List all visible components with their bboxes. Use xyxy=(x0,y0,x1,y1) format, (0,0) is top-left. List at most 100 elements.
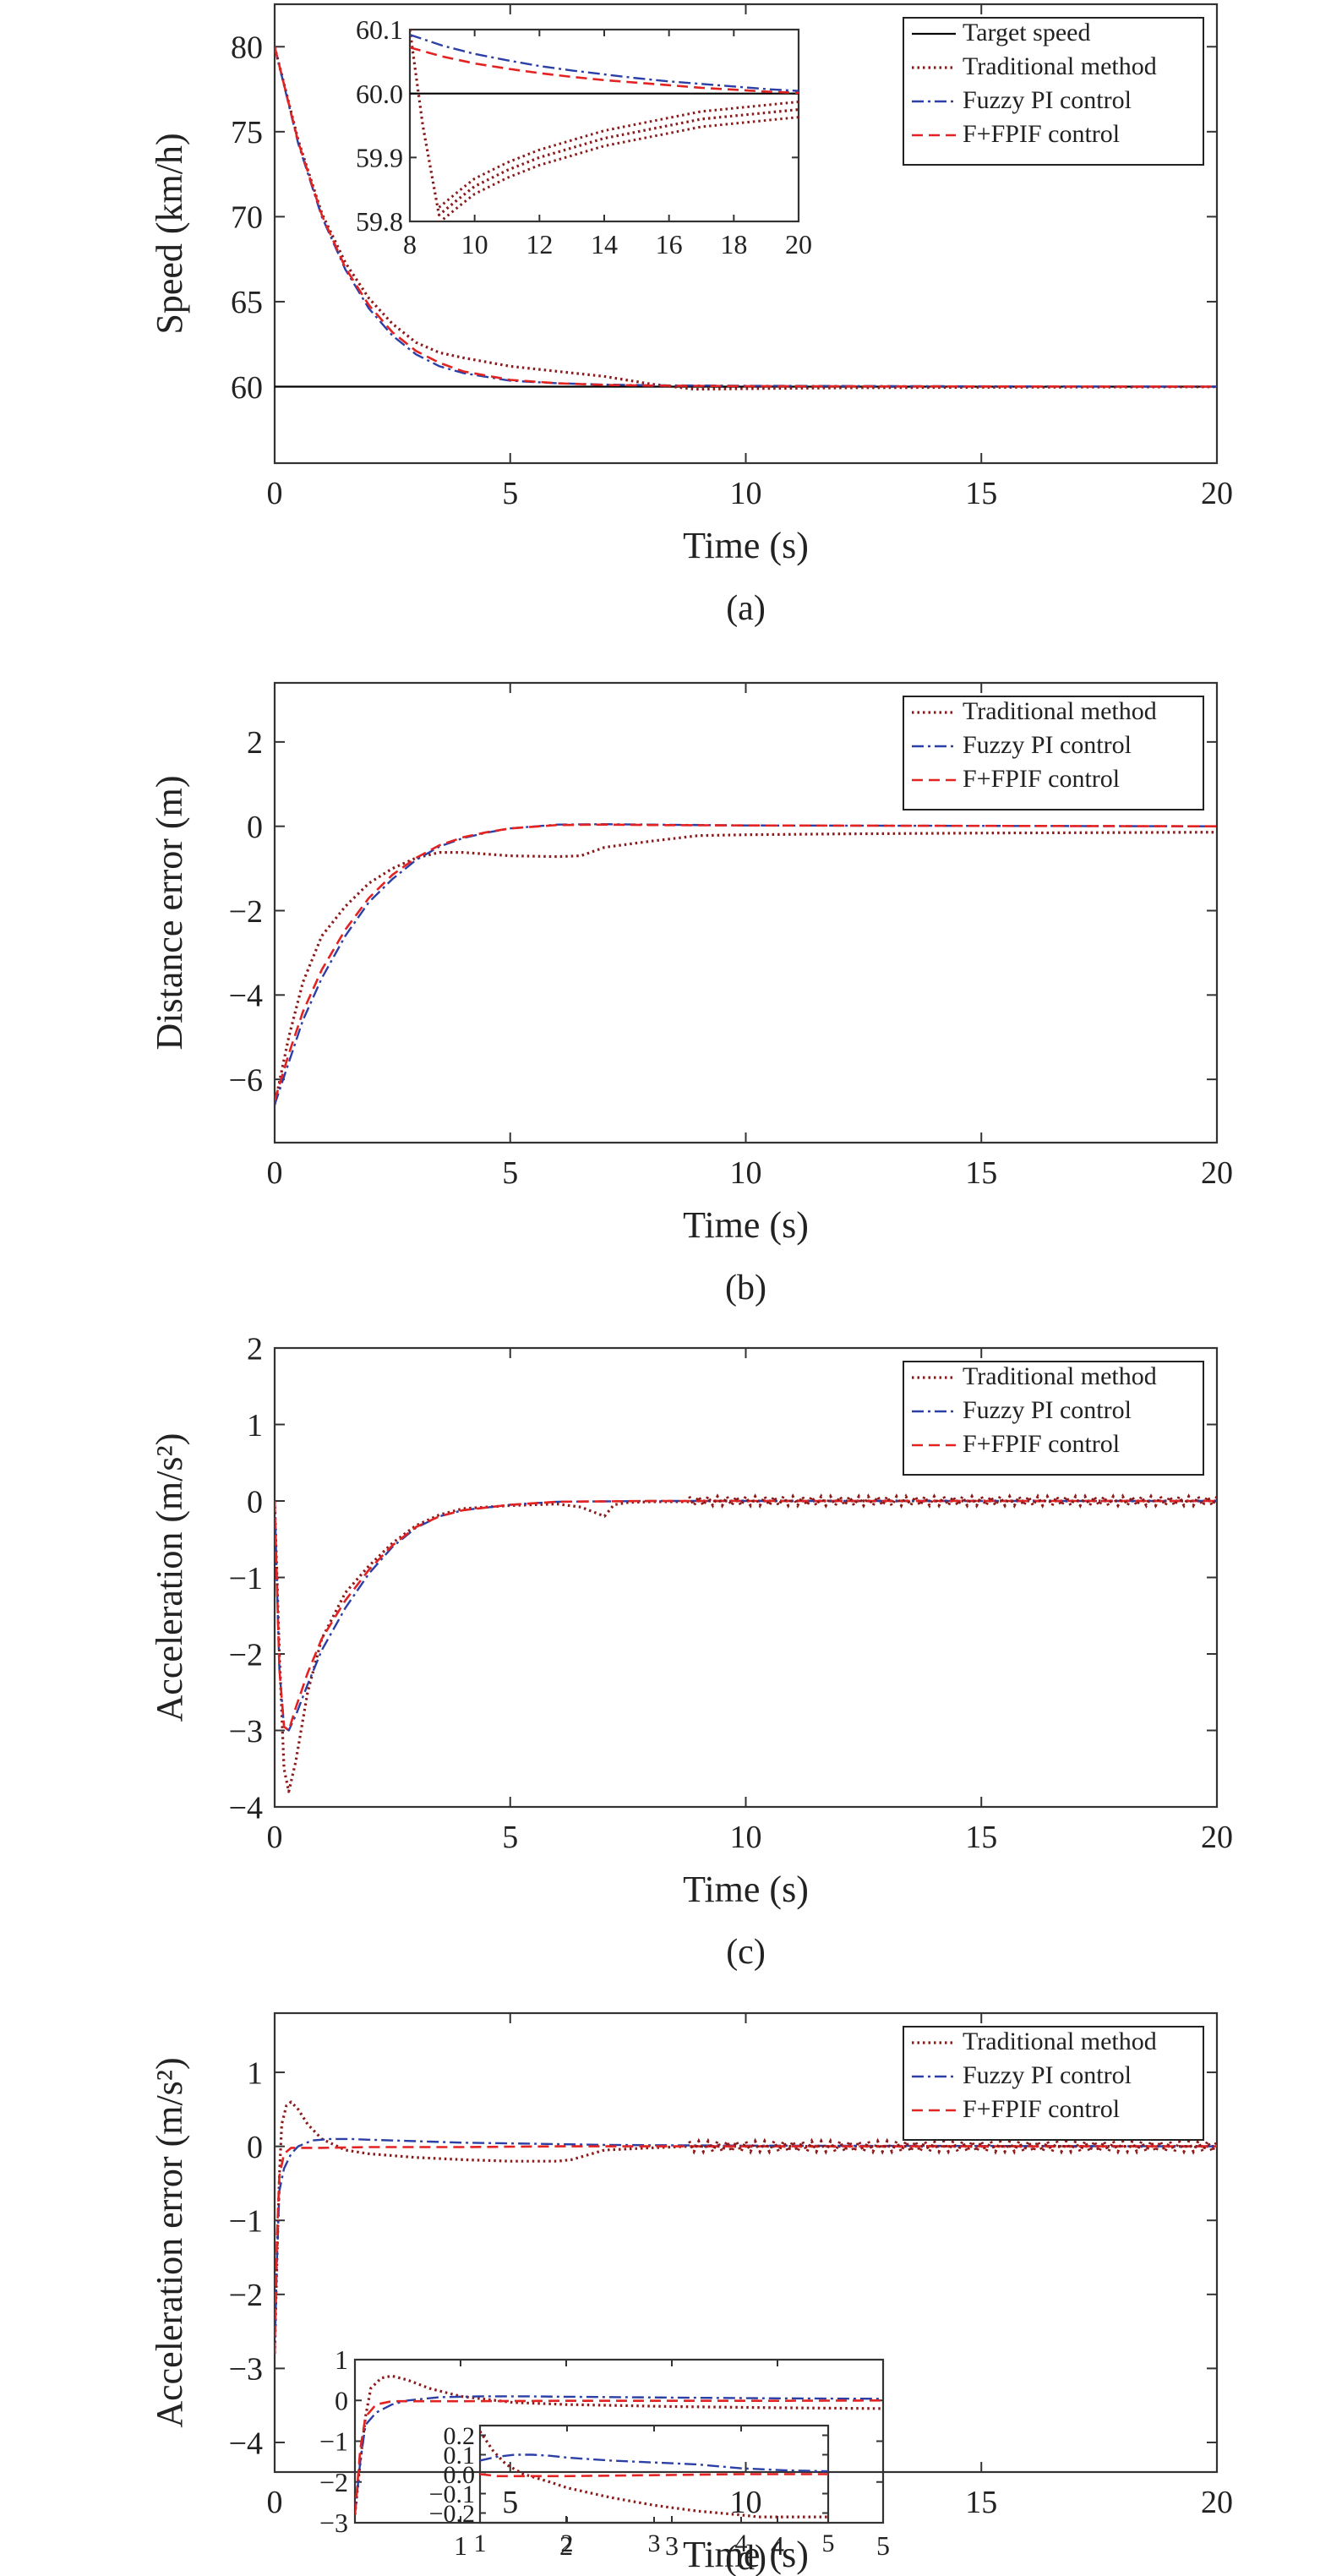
chart-b-legend-box xyxy=(903,696,1204,810)
chart-d-inset-inner-ytick-label: −0.1 xyxy=(429,2480,475,2508)
chart-c-xtick-label: 0 xyxy=(267,1820,283,1855)
chart-a-inset-axes-box xyxy=(408,28,800,223)
chart-d-inset-xtick-label: 2 xyxy=(559,2530,573,2561)
chart-d-inset-inner-ytick-label: 0.1 xyxy=(444,2442,476,2470)
chart-c-xlabel: Time (s) xyxy=(683,1869,809,1910)
chart-c-xtick-label: 10 xyxy=(730,1820,762,1855)
chart-d-inset-inner-xtick-label: 4 xyxy=(735,2530,748,2557)
chart-d-legend-label-traditional: Traditional method xyxy=(963,2028,1157,2055)
chart-c-legend-label-ffpif: F+FPIF control xyxy=(963,1430,1120,1458)
chart-c-caption: (c) xyxy=(726,1933,766,1972)
chart-b-legend-label-traditional: Traditional method xyxy=(963,697,1157,725)
chart-a-ytick-label: 75 xyxy=(231,115,263,150)
chart-a-ytick-label: 65 xyxy=(231,285,263,320)
chart-c-fuzzy-line xyxy=(275,1499,1217,1732)
chart-b-caption: (b) xyxy=(725,1269,766,1307)
chart-c-ytick-label: 2 xyxy=(247,1331,263,1367)
chart-a-inset-ytick-label: 60.0 xyxy=(356,79,403,109)
chart-a-inset-ytick-label: 60.1 xyxy=(356,14,403,45)
chart-a-inset: 8 10 12 14 16 18 20 59.8 59.9 60.0 60.1 xyxy=(356,14,812,259)
chart-d-inset-inner-traditional-line xyxy=(480,2431,828,2519)
chart-b-legend: Traditional method Fuzzy PI control F+FPIF… xyxy=(903,696,1204,810)
chart-b-legend-label-ffpif: F+FPIF control xyxy=(963,765,1120,793)
chart-d-inset-ytick-label: 1 xyxy=(335,2344,348,2375)
chart-a-legend: Target speed Traditional method Fuzzy PI c… xyxy=(903,17,1204,166)
chart-b-legend-label-fuzzy: Fuzzy PI control xyxy=(963,731,1132,759)
chart-d-xtick-label: 10 xyxy=(730,2485,762,2520)
chart-d-inset-ytick-label: −2 xyxy=(319,2467,348,2497)
chart-a-ylabel: Speed (km/h) xyxy=(149,133,190,334)
chart-b-ytick-label: 2 xyxy=(247,725,263,761)
chart-d-xtick-label: 5 xyxy=(502,2485,518,2520)
chart-b-xtick-label: 0 xyxy=(267,1155,283,1191)
chart-b-traditional-line xyxy=(275,831,1217,1105)
chart-b-ytick-label: −4 xyxy=(229,979,263,1014)
chart-a-inset-xtick-label: 18 xyxy=(720,229,747,259)
chart-d-inset-ytick-label: −1 xyxy=(319,2426,348,2457)
chart-a: 0 5 10 15 20 60 65 70 75 80 Time (s) Speed (km/h) (a… xyxy=(149,3,1233,628)
chart-a-legend-label-ffpif: F+FPIF control xyxy=(963,120,1120,148)
chart-a-ytick-label: 80 xyxy=(231,30,263,66)
chart-d-ytick-label: −2 xyxy=(229,2278,263,2313)
chart-c-ytick-label: −2 xyxy=(229,1637,263,1673)
chart-d-inset-inner-xtick-label: 5 xyxy=(822,2530,835,2557)
chart-d-inset-inner-xtick-label: 3 xyxy=(648,2530,661,2557)
chart-d-caption: (d) xyxy=(725,2539,766,2576)
chart-d-fuzzy-line xyxy=(275,2137,1217,2354)
chart-d-legend: Traditional method Fuzzy PI control F+FPIF… xyxy=(903,2026,1204,2141)
chart-a-inset-traditional-line xyxy=(410,30,799,216)
chart-d-inset-xtick-label: 4 xyxy=(771,2530,784,2561)
chart-a-legend-label-traditional: Traditional method xyxy=(963,52,1157,80)
chart-b-ytick-label: −6 xyxy=(229,1062,263,1098)
chart-b: 0 5 10 15 20 −6 −4 −2 0 2 Time (s) Distance error (… xyxy=(149,681,1233,1307)
chart-d-legend-label-fuzzy: Fuzzy PI control xyxy=(963,2061,1132,2089)
chart-a-inset-xtick-label: 10 xyxy=(461,229,488,259)
chart-b-xtick-label: 20 xyxy=(1201,1155,1233,1191)
chart-a-inset-xtick-label: 20 xyxy=(785,229,812,259)
chart-d-ffpif-line xyxy=(275,2145,1217,2354)
chart-d-inset-ffpif-line xyxy=(355,2399,883,2515)
chart-d-inset-inner-xtick-label: 1 xyxy=(474,2530,487,2557)
chart-a-inset-ytick-label: 59.8 xyxy=(356,206,403,237)
chart-d-inset-inner-ytick-label: 0.0 xyxy=(444,2461,476,2489)
chart-d-inset-inner-ffpif-line xyxy=(480,2473,828,2478)
chart-b-xtick-label: 15 xyxy=(965,1155,997,1191)
chart-d-xtick-label: 20 xyxy=(1201,2485,1233,2520)
chart-d-ytick-label: −4 xyxy=(229,2426,263,2461)
chart-c: 0 5 10 15 20 −4 −3 −2 −1 0 1 2 Time (s) Acceleration … xyxy=(149,1331,1233,1972)
chart-d-inset-traditional-line xyxy=(355,2374,883,2515)
chart-c-legend-label-traditional: Traditional method xyxy=(963,1362,1157,1390)
chart-c-xtick-label: 20 xyxy=(1201,1820,1233,1855)
chart-a-inset-ytick-label: 59.9 xyxy=(356,143,403,173)
chart-d-inset-inner-fuzzy-line xyxy=(480,2453,828,2473)
chart-d-traditional-line xyxy=(275,2100,1217,2354)
chart-a-inset-traditional-lower-envelope xyxy=(438,116,799,221)
chart-a-inset-ffpif-line xyxy=(410,46,799,95)
chart-c-ytick-label: 0 xyxy=(247,1484,263,1520)
chart-a-xtick-label: 20 xyxy=(1201,476,1233,511)
chart-a-caption: (a) xyxy=(726,589,766,628)
chart-c-traditional-line xyxy=(275,1499,1217,1793)
chart-d-xlabel: Time (s) xyxy=(683,2534,809,2575)
chart-d-ytick-label: 1 xyxy=(247,2055,263,2091)
chart-b-xlabel: Time (s) xyxy=(683,1204,809,1246)
chart-d-ytick-label: −3 xyxy=(229,2352,263,2388)
chart-c-ytick-label: 1 xyxy=(247,1408,263,1444)
chart-a-xtick-label: 5 xyxy=(502,476,518,511)
chart-a-xlabel: Time (s) xyxy=(683,525,809,566)
chart-d-ytick-label: −1 xyxy=(229,2204,263,2240)
chart-a-inset-xtick-label: 14 xyxy=(591,229,618,259)
chart-c-ytick-label: −3 xyxy=(229,1714,263,1749)
chart-d-ytick-label: 0 xyxy=(247,2130,263,2165)
chart-d-inset-xtick-label: 3 xyxy=(665,2530,679,2561)
chart-d-inset-inner: 1 2 3 4 5 −0.2−0.10.00.10.2 xyxy=(429,2422,835,2557)
chart-c-ylabel: Acceleration (m/s²) xyxy=(149,1433,190,1722)
chart-d-xtick-label: 0 xyxy=(267,2485,283,2520)
chart-c-xtick-label: 5 xyxy=(502,1820,518,1855)
chart-d-ylabel: Acceleration error (m/s²) xyxy=(149,2057,190,2427)
chart-c-ffpif-line xyxy=(275,1499,1217,1732)
chart-a-inset-xtick-label: 8 xyxy=(403,229,417,259)
chart-d-inset-xtick-label: 1 xyxy=(454,2530,467,2561)
chart-d-inset-inner-ytick-label: 0.2 xyxy=(444,2422,476,2450)
chart-c-legend-label-fuzzy: Fuzzy PI control xyxy=(963,1396,1132,1424)
